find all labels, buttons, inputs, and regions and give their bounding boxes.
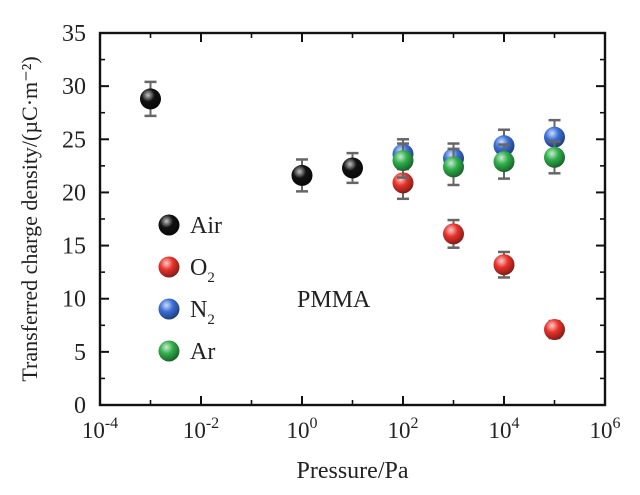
y-tick-label: 0 xyxy=(74,393,86,419)
y-tick-label: 30 xyxy=(62,74,86,100)
marker xyxy=(544,146,565,168)
point-o2 xyxy=(493,250,515,279)
point-ar xyxy=(443,147,464,187)
marker xyxy=(342,157,363,179)
marker xyxy=(140,88,161,110)
y-tick-label: 20 xyxy=(62,180,86,206)
marker xyxy=(493,254,515,276)
data-points xyxy=(140,80,565,341)
legend-marker xyxy=(158,340,180,362)
legend-item-n2: N2 xyxy=(158,297,215,328)
y-tick-label: 10 xyxy=(62,287,86,313)
legend-marker xyxy=(158,256,180,278)
plot-frame xyxy=(98,31,607,407)
x-tick-label: 106 xyxy=(590,415,621,443)
legend-label: Air xyxy=(190,213,222,239)
legend: Air O2 N2 Ar xyxy=(158,213,222,365)
marker xyxy=(493,151,515,173)
y-tick-labels: 0 5 10 15 20 25 30 35 xyxy=(62,21,86,419)
point-air xyxy=(342,151,363,185)
point-ar xyxy=(544,140,565,175)
y-tick-label: 5 xyxy=(74,340,86,366)
x-tick-label: 10-2 xyxy=(183,415,219,443)
x-axis-label: Pressure/Pa xyxy=(297,458,409,484)
point-o2 xyxy=(443,218,464,249)
point-air xyxy=(140,80,161,118)
marker xyxy=(291,164,313,186)
y-tick-label: 35 xyxy=(62,21,86,47)
point-ar xyxy=(392,142,414,179)
x-tick-labels: 10-4 10-2 100 102 104 106 xyxy=(82,415,621,443)
legend-item-air: Air xyxy=(158,213,222,239)
point-o2 xyxy=(544,319,565,341)
x-tick-label: 104 xyxy=(489,415,520,443)
x-tick-label: 100 xyxy=(287,415,318,443)
point-ar xyxy=(493,143,515,180)
legend-marker xyxy=(158,298,180,320)
point-air xyxy=(291,158,313,193)
legend-marker xyxy=(158,214,180,236)
y-tick-label: 25 xyxy=(62,127,86,153)
legend-label: O2 xyxy=(190,255,215,286)
x-tick-label: 102 xyxy=(388,415,419,443)
legend-label: Ar xyxy=(190,339,215,365)
y-axis-label: Transferred charge density/(µC·m⁻²) xyxy=(17,56,42,381)
marker xyxy=(443,223,464,245)
marker xyxy=(443,156,464,178)
legend-label: N2 xyxy=(190,297,215,328)
marker xyxy=(392,150,414,172)
y-tick-label: 15 xyxy=(62,234,86,260)
marker xyxy=(544,319,565,341)
legend-item-ar: Ar xyxy=(158,339,215,365)
legend-item-o2: O2 xyxy=(158,255,215,286)
x-tick-label: 10-4 xyxy=(82,415,118,443)
annotation-pmma: PMMA xyxy=(297,287,371,313)
